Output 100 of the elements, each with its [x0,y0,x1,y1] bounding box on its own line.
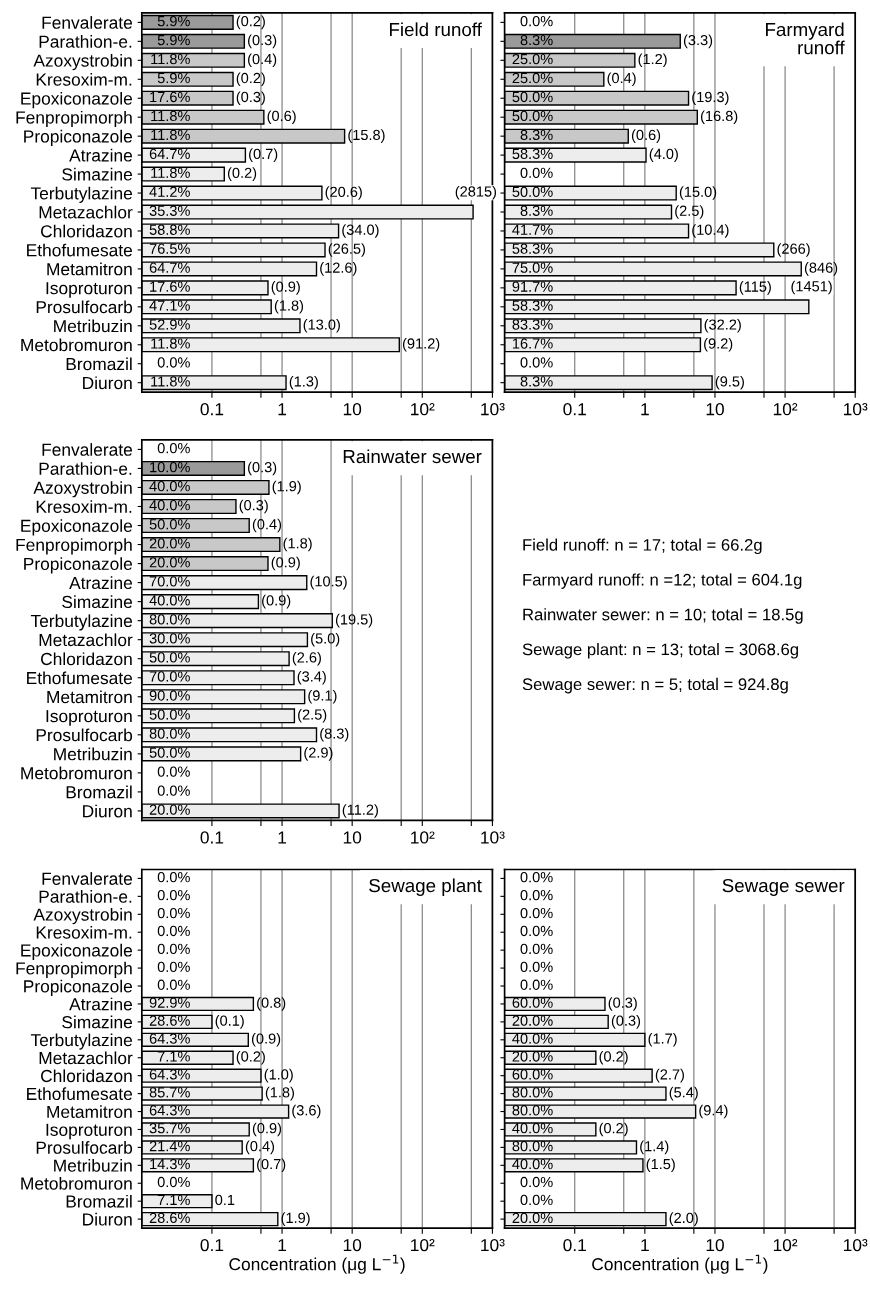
annotation: 17.6% [150,91,190,103]
y-tick-label: Metribuzin [54,1159,132,1172]
annotation: (0.2) [227,167,257,181]
x-tick-label: 0.1 [200,1238,224,1252]
annotation: 70.0% [149,576,190,587]
text: Farmyard runoff: n =12; total = 604.1g [523,573,802,589]
annotation: (2.9) [304,747,333,761]
x-tick-label: 10² [773,1238,798,1252]
annotation: 0.0% [157,442,190,454]
annotation: 0.1 [215,1194,235,1206]
y-tick-label: Propiconazole [24,129,133,147]
y-tick-label: Epoxiconazole [21,91,133,109]
y-tick-label: Metobromuron [21,338,132,352]
x-tick-label: 0.1 [200,831,224,844]
y-tick-label: Atrazine [69,148,133,162]
y-tick-label: Atrazine [69,997,133,1011]
annotation: (0.9) [251,1033,281,1047]
y-tick-label: Fenpropimorph [16,538,132,555]
text: Rainwater sewer: n = 10; total = 18.5g [523,608,803,624]
y-tick-label: Ethofumesate [27,243,133,257]
y-tick-label: Terbutylazine [30,614,133,631]
annotation: 64.7% [149,262,190,273]
annotation: (16.8) [700,110,738,124]
annotation: 11.8% [151,338,190,349]
annotation: 11.8% [151,167,190,178]
annotation: 90.0% [149,690,190,701]
y-tick-label: Propiconazole [24,979,133,996]
annotation: 47.1% [149,300,190,311]
annotation: 7.1% [157,1194,190,1206]
annotation: (0.9) [271,281,300,295]
annotation: (0.3) [611,1015,641,1029]
annotation: (0.1) [215,1015,244,1029]
annotation: (20.6) [325,186,362,200]
y-tick-label: Azoxystrobin [33,481,132,498]
annotation: (0.6) [631,129,661,143]
annotation: (0.8) [257,997,286,1011]
x-tick-label: 10 [343,1238,362,1252]
annotation: (1.8) [274,300,304,314]
annotation: 0.0% [520,943,553,955]
annotation: (5.0) [311,632,340,647]
annotation: 28.6% [149,1212,190,1224]
annotation: (2.5) [298,708,327,723]
annotation: 35.3% [149,205,190,216]
chart-title: Sewage sewer [722,878,845,896]
annotation: 11.8% [151,129,190,141]
annotation: 28.6% [149,1015,190,1026]
annotation: 50.0% [512,110,553,122]
annotation: 80.0% [149,614,190,625]
annotation: (3.4) [297,670,326,685]
annotation: (19.3) [692,91,729,106]
annotation: 30.0% [149,633,190,644]
annotation: 40.0% [512,1033,553,1044]
annotation: (3.3) [683,34,713,49]
y-tick-label: Metamitron [47,1105,132,1118]
x-tick-label: 10³ [481,403,505,416]
y-tick-label: Prosulfocarb [36,300,133,314]
x-tick-label: 10³ [843,403,868,416]
annotation: 60.0% [512,997,553,1008]
annotation: 40.0% [149,500,190,511]
y-tick-label: Isoproturon [46,1123,132,1140]
annotation: 20.0% [512,1212,553,1224]
x-tick-label: 10² [411,403,435,416]
x-tick-label: 10³ [481,1238,505,1252]
y-tick-label: Propiconazole [24,557,133,574]
x-tick-label: 10 [343,403,362,416]
annotation: 41.2% [149,186,190,197]
annotation: (0.2) [236,72,265,87]
y-tick-label: Metamitron [47,262,132,276]
y-tick-label: Metazachlor [39,1051,133,1065]
y-tick-label: Metazachlor [39,633,133,647]
x-axis-title: Concentration (μg L$^{−1}$) [229,1254,405,1274]
y-tick-label: Simazine [62,1015,133,1029]
annotation: 0.0% [157,907,190,919]
annotation: (11.2) [342,804,378,818]
annotation: 0.0% [157,943,190,955]
y-tick-label: Ethofumesate [27,1087,133,1101]
annotation: 0.0% [157,925,190,937]
annotation: 11.8% [151,376,190,387]
annotation: 17.6% [150,281,190,292]
y-tick-label: Fenvalerate [42,16,133,29]
annotation: 0.0% [157,889,190,901]
annotation: 91.7% [512,281,553,292]
y-tick-label: Ethofumesate [27,671,133,685]
annotation: (1.9) [281,1212,310,1226]
annotation: (0.9) [262,594,291,609]
annotation: (0.9) [252,1122,282,1137]
annotation: (1.5) [646,1158,675,1173]
annotation: 40.0% [512,1158,553,1170]
x-tick-label: 10³ [843,1238,868,1252]
x-tick-label: 10 [706,403,724,416]
annotation: (26.5) [328,243,365,257]
y-tick-label: Parathion-e. [39,462,132,475]
annotation: 0.0% [520,872,553,883]
annotation: (2.6) [292,651,321,666]
annotation: 76.5% [149,243,190,254]
annotation: (13.0) [303,318,340,333]
x-tick-label: 1 [278,1239,287,1252]
annotation: (3.6) [292,1104,321,1119]
y-tick-label: Terbutylazine [30,186,133,203]
annotation: 14.3% [150,1158,190,1170]
